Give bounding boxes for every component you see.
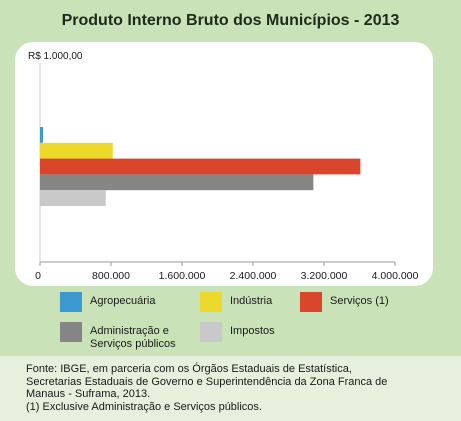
legend-item-industria: Indústria bbox=[200, 292, 272, 312]
legend-swatch-impostos bbox=[200, 322, 222, 342]
legend-swatch-industria bbox=[200, 292, 222, 312]
legend-item-servicos: Serviços (1) bbox=[300, 292, 389, 312]
bar-agropecuaria bbox=[40, 127, 43, 143]
legend-swatch-agropecuaria bbox=[60, 292, 82, 312]
source-line-2: Secretarias Estaduais de Governo e Super… bbox=[26, 375, 388, 388]
source-line-3: Manaus - Suframa, 2013. bbox=[26, 388, 151, 400]
legend-label-impostos: Impostos bbox=[230, 325, 275, 337]
x-tick-label: 2.400.000 bbox=[230, 270, 277, 282]
legend-item-agropecuaria: Agropecuária bbox=[60, 292, 155, 312]
legend-item-administracao: Administração e Serviços públicos bbox=[60, 322, 176, 351]
source-line-1: Fonte: IBGE, em parceria com os Órgãos E… bbox=[26, 363, 352, 375]
bar-administracao-e-servicos-publicos bbox=[40, 174, 314, 191]
x-tick-label: 4.000.000 bbox=[372, 270, 419, 282]
legend-label-servicos: Serviços (1) bbox=[330, 295, 389, 307]
legend-swatch-administracao bbox=[60, 322, 82, 342]
source-line-4: (1) Exclusive Administração e Serviços p… bbox=[26, 400, 262, 413]
legend: Agropecuária Indústria Serviços (1) Admi… bbox=[58, 290, 438, 352]
x-tick-label: 800.000 bbox=[92, 270, 130, 282]
legend-label-administracao: Administração e Serviços públicos bbox=[90, 322, 176, 351]
legend-label-industria: Indústria bbox=[230, 295, 273, 307]
legend-label-agropecuaria: Agropecuária bbox=[90, 295, 156, 307]
legend-item-impostos: Impostos bbox=[200, 322, 275, 342]
legend-label-administracao-line1: Administração e bbox=[90, 325, 169, 337]
x-tick-label: 3.200.000 bbox=[301, 270, 348, 282]
source-note: Fonte: IBGE, em parceria com os Órgãos E… bbox=[26, 363, 456, 413]
chart-title: Produto Interno Bruto dos Municípios - 2… bbox=[61, 12, 400, 29]
bar-servicos-1 bbox=[40, 158, 361, 175]
legend-swatch-servicos bbox=[300, 292, 322, 312]
legend-label-administracao-line2: Serviços públicos bbox=[90, 338, 176, 350]
x-tick-label: 1.600.000 bbox=[159, 270, 206, 282]
bar-impostos bbox=[40, 190, 106, 206]
bar-industria bbox=[40, 142, 113, 159]
x-tick-label: 0 bbox=[35, 270, 41, 282]
unit-label: R$ 1.000,00 bbox=[28, 51, 83, 62]
